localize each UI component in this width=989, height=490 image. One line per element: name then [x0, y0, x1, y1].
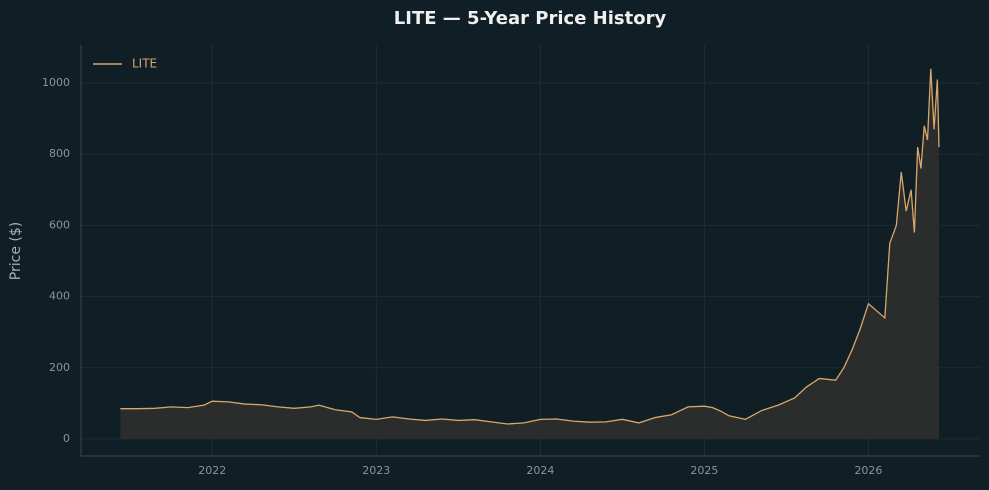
x-tick-label: 2026: [854, 464, 882, 477]
y-tick-label: 1000: [42, 76, 70, 89]
area: [120, 68, 939, 439]
chart-title: LITE — 5-Year Price History: [394, 8, 667, 29]
y-tick-label: 200: [49, 361, 70, 374]
legend-label: LITE: [132, 57, 157, 71]
x-tick-label: 2024: [526, 464, 554, 477]
y-tick-label: 400: [49, 290, 70, 303]
x-tick-label: 2023: [362, 464, 390, 477]
x-tick-label: 2025: [690, 464, 718, 477]
x-tick-label: 2022: [198, 464, 226, 477]
y-axis-label: Price ($): [8, 222, 24, 280]
line: [120, 68, 940, 425]
y-tick-label: 600: [49, 218, 70, 231]
y-tick-label: 0: [63, 432, 70, 445]
y-tick-label: 800: [49, 147, 70, 160]
